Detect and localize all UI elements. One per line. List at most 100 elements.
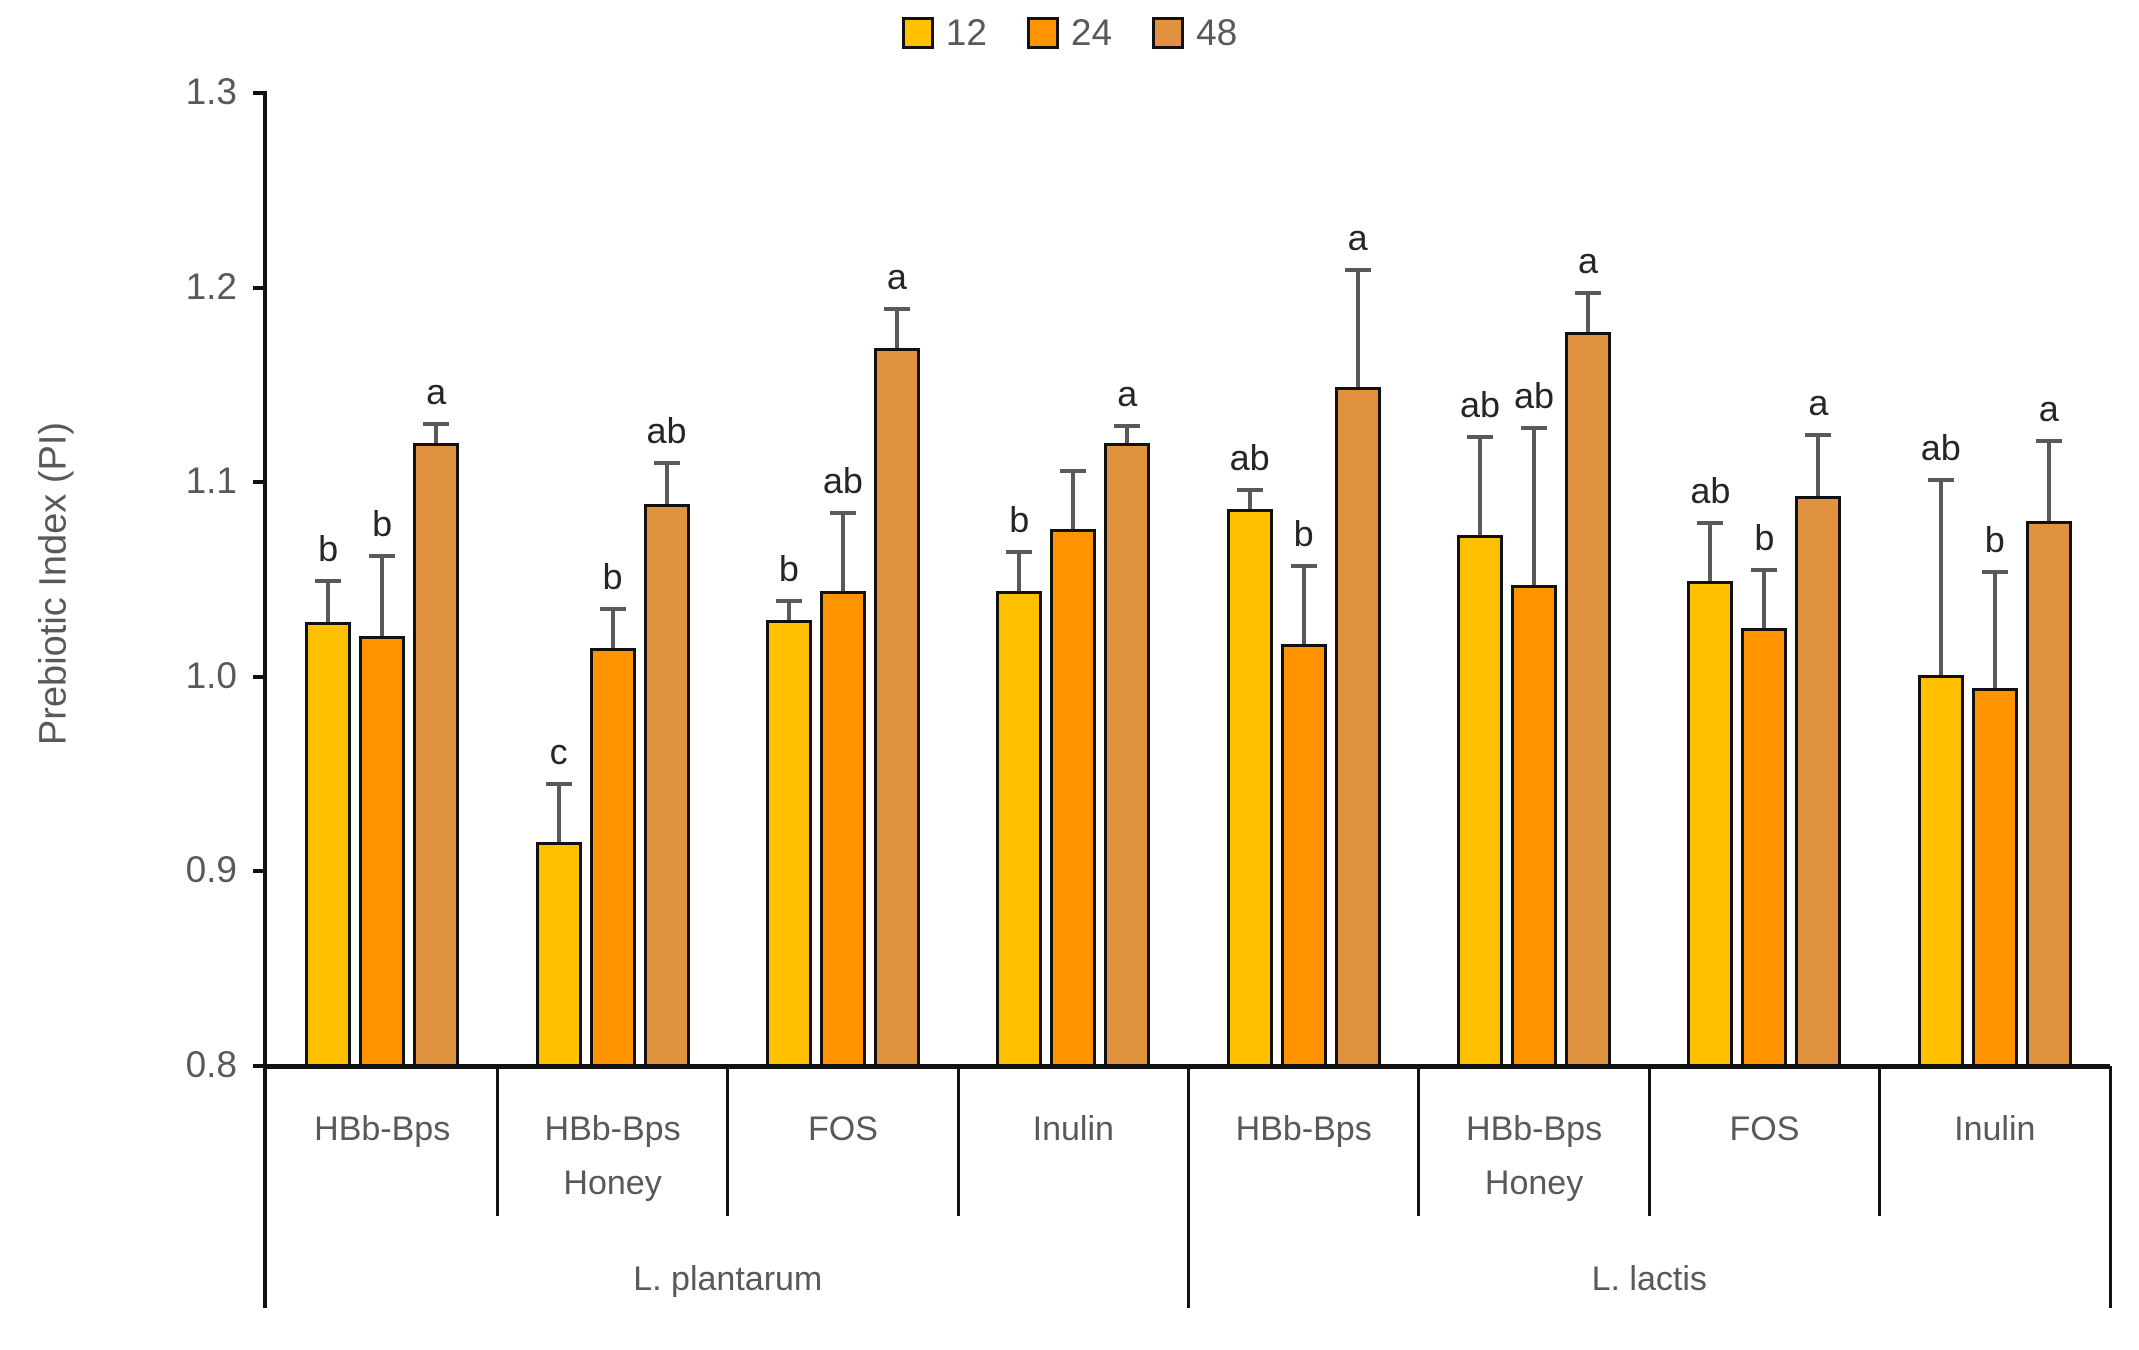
significance-letter: a	[426, 370, 447, 412]
error-bar-stem	[2046, 441, 2051, 522]
error-bar-cap	[1927, 478, 1954, 483]
y-tick-mark	[253, 91, 267, 95]
error-bar-stem	[894, 309, 899, 348]
treatment-divider	[495, 1066, 499, 1216]
y-axis-title: Prebiotic Index (PI)	[32, 421, 75, 746]
error-bar-stem	[1071, 470, 1076, 529]
significance-letter: ab	[1514, 374, 1555, 416]
error-bar-cap	[653, 460, 680, 465]
legend: 12 24 48	[0, 14, 2139, 51]
significance-letter: ab	[1920, 427, 1961, 469]
error-bar-cap	[545, 781, 572, 786]
treatment-divider	[956, 1066, 960, 1216]
bar-l-lactis-fos-12	[1687, 581, 1734, 1068]
significance-letter: b	[1754, 516, 1775, 558]
error-bar-cap	[599, 606, 626, 611]
significance-letter: a	[886, 256, 907, 297]
legend-item-12: 12	[901, 14, 987, 51]
bar-l-plantarum-fos-48	[873, 347, 920, 1068]
y-tick-label: 1.0	[185, 654, 237, 696]
y-tick-mark	[253, 285, 267, 290]
significance-letter: ab	[1690, 470, 1731, 512]
bar-l-lactis-hbb-bps-honey-24	[1511, 585, 1558, 1068]
legend-swatch-48	[1152, 16, 1185, 49]
error-bar-cap	[1521, 425, 1548, 430]
error-bar-stem	[610, 608, 615, 648]
bar-l-lactis-hbb-bps-48	[1334, 386, 1381, 1068]
bar-l-lactis-hbb-bps-honey-48	[1565, 332, 1612, 1068]
y-tick-label: 0.9	[185, 849, 237, 891]
error-bar-stem	[1017, 552, 1022, 592]
legend-label: 24	[1070, 12, 1113, 53]
error-bar-stem	[1762, 569, 1767, 629]
error-bar-stem	[326, 581, 331, 623]
error-bar-stem	[1478, 437, 1483, 535]
significance-letter: ab	[1460, 384, 1501, 426]
significance-letter: b	[602, 555, 623, 597]
treatment-divider	[1417, 1066, 1421, 1216]
legend-item-24: 24	[1026, 12, 1113, 53]
bar-l-lactis-inulin-12	[1917, 674, 1964, 1068]
treatment-label-l-plantarum-hbb-bps: HBb-Bps	[314, 1110, 451, 1148]
error-bar-stem	[1301, 565, 1306, 644]
error-bar-stem	[380, 556, 385, 636]
error-bar-cap	[315, 579, 342, 584]
error-bar-stem	[840, 513, 845, 592]
y-tick-label: 0.8	[185, 1044, 237, 1085]
bar-l-plantarum-inulin-24	[1050, 528, 1097, 1068]
significance-letter: a	[1347, 217, 1368, 259]
significance-letter: a	[1808, 382, 1829, 424]
significance-letter: ab	[822, 460, 863, 502]
bar-l-plantarum-hbb-bps-honey-24	[589, 647, 636, 1068]
error-bar-stem	[1992, 571, 1997, 689]
table-right-border	[2108, 1066, 2112, 1308]
significance-letter: a	[1578, 240, 1599, 282]
y-tick-mark	[253, 869, 267, 874]
y-tick-mark	[253, 1064, 267, 1068]
error-bar-cap	[883, 307, 910, 311]
treatment-divider	[1647, 1066, 1651, 1216]
y-tick-label: 1.2	[185, 265, 237, 307]
treatment-label-l-plantarum-fos: FOS	[807, 1110, 878, 1148]
treatment-label-l-lactis-fos: FOS	[1729, 1110, 1800, 1148]
y-tick-mark	[253, 674, 267, 679]
bar-l-plantarum-inulin-12	[996, 591, 1043, 1068]
bar-l-lactis-hbb-bps-12	[1226, 509, 1273, 1068]
error-bar-cap	[1805, 433, 1832, 438]
bar-l-plantarum-hbb-bps-honey-48	[643, 503, 690, 1068]
error-bar-cap	[775, 598, 802, 603]
bar-l-plantarum-hbb-bps-24	[359, 635, 406, 1068]
significance-letter: ab	[646, 409, 687, 451]
treatment-label-l-plantarum-inulin: Inulin	[1032, 1110, 1114, 1148]
bar-l-lactis-hbb-bps-honey-12	[1457, 534, 1504, 1068]
error-bar-cap	[1006, 550, 1033, 555]
legend-swatch-12	[901, 16, 934, 49]
error-bar-cap	[2035, 439, 2062, 444]
significance-letter: b	[778, 547, 799, 589]
significance-letter: b	[372, 503, 393, 545]
bar-l-lactis-fos-24	[1741, 628, 1788, 1068]
error-bar-cap	[1344, 268, 1371, 273]
strain-label-l-lactis: L. lactis	[1591, 1260, 1707, 1298]
y-axis-line	[263, 91, 267, 1308]
error-bar-stem	[1938, 480, 1943, 675]
bar-l-plantarum-fos-24	[819, 591, 866, 1068]
error-bar-cap	[1575, 291, 1602, 296]
bar-l-lactis-hbb-bps-24	[1280, 643, 1327, 1068]
y-tick-label: 1.1	[185, 460, 237, 502]
strain-label-l-plantarum: L. plantarum	[633, 1260, 823, 1298]
error-bar-stem	[556, 783, 561, 843]
error-bar-cap	[1060, 468, 1087, 473]
error-bar-stem	[1355, 270, 1360, 387]
bar-l-plantarum-hbb-bps-12	[305, 622, 352, 1068]
error-bar-stem	[1816, 435, 1821, 496]
error-bar-cap	[423, 421, 450, 426]
error-bar-cap	[1751, 567, 1778, 572]
bar-l-plantarum-inulin-48	[1104, 443, 1151, 1068]
error-bar-cap	[369, 554, 396, 559]
treatment-label-l-lactis-hbb-bps: HBb-Bps	[1235, 1110, 1372, 1148]
error-bar-cap	[1236, 487, 1263, 492]
error-bar-stem	[1125, 425, 1130, 444]
significance-letter: b	[1293, 512, 1314, 554]
